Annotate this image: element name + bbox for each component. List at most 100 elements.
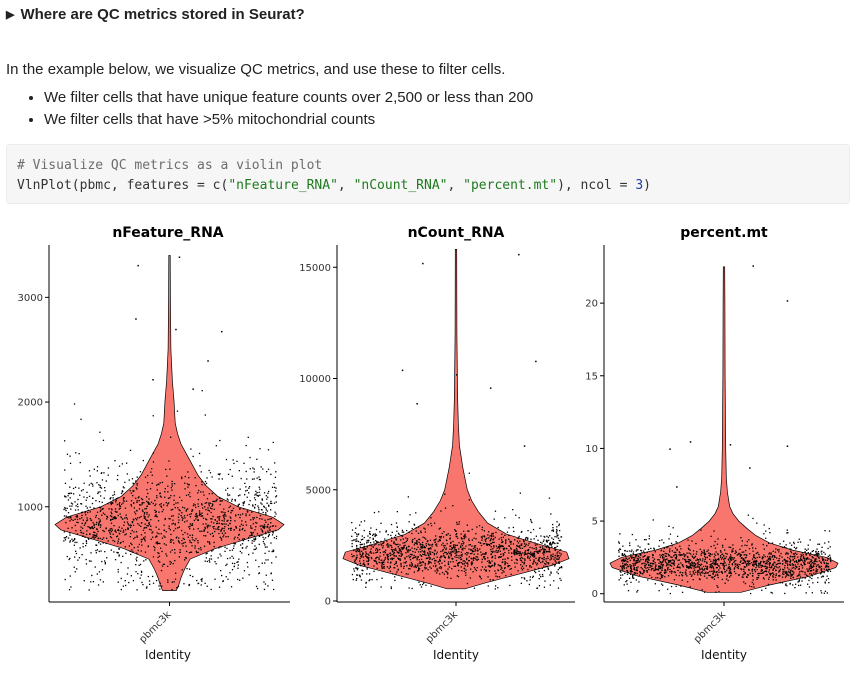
data-point (372, 533, 375, 535)
data-point (381, 566, 383, 568)
data-point (154, 499, 156, 502)
data-point (85, 505, 87, 507)
data-point (460, 537, 463, 539)
data-point (759, 564, 761, 566)
data-point (246, 489, 248, 491)
data-point (397, 552, 399, 554)
data-point (117, 542, 119, 544)
data-point (460, 554, 462, 556)
data-point (404, 562, 407, 564)
data-point (633, 567, 635, 569)
data-point (84, 521, 87, 524)
data-point (242, 540, 245, 542)
data-point (133, 507, 135, 509)
data-point (688, 544, 690, 547)
data-point (271, 534, 274, 536)
data-point (700, 564, 702, 567)
data-point (248, 574, 250, 576)
data-point (372, 538, 374, 540)
data-point (109, 515, 112, 517)
data-point (201, 503, 203, 505)
data-point (450, 554, 452, 556)
data-point (73, 403, 76, 405)
data-point (749, 572, 751, 575)
data-point (701, 550, 703, 553)
data-point (786, 529, 788, 531)
data-point (170, 436, 172, 438)
data-point (93, 523, 95, 526)
data-point (537, 559, 539, 562)
data-point (450, 545, 452, 547)
data-point (229, 549, 231, 552)
data-point (789, 572, 792, 574)
data-point (640, 566, 642, 569)
data-point (806, 549, 808, 551)
data-point (96, 535, 98, 537)
data-point (82, 546, 84, 548)
data-point (645, 567, 647, 569)
data-point (760, 572, 763, 574)
outlier-point (192, 388, 194, 390)
data-point (530, 551, 532, 553)
data-point (428, 551, 431, 553)
data-point (638, 581, 640, 583)
data-point (387, 534, 389, 536)
data-point (481, 561, 483, 563)
data-point (363, 563, 366, 566)
data-point (387, 553, 389, 556)
data-point (495, 575, 497, 577)
data-point (231, 569, 234, 571)
data-point (244, 494, 246, 496)
data-point (812, 550, 814, 552)
data-point (543, 539, 545, 541)
data-point (678, 554, 680, 556)
code-mid: ), ncol = (557, 178, 636, 193)
data-point (242, 527, 244, 530)
data-point (778, 571, 780, 573)
data-point (392, 573, 394, 575)
data-point (368, 573, 371, 575)
data-point (693, 562, 695, 564)
data-point (501, 567, 503, 569)
data-point (73, 544, 75, 546)
data-point (731, 549, 733, 551)
data-point (365, 555, 367, 557)
data-point (243, 570, 246, 572)
data-point (408, 546, 410, 548)
data-point (121, 503, 123, 505)
data-point (95, 500, 97, 502)
data-point (488, 562, 490, 564)
data-point (763, 571, 765, 573)
data-point (462, 547, 464, 549)
data-point (98, 501, 101, 503)
data-point (216, 498, 218, 500)
data-point (492, 548, 494, 550)
data-point (802, 560, 804, 562)
data-point (637, 559, 639, 561)
data-point (700, 571, 702, 574)
details-summary[interactable]: ▶ Where are QC metrics stored in Seurat? (6, 6, 305, 23)
data-point (439, 557, 441, 559)
data-point (689, 567, 691, 569)
data-point (353, 539, 355, 541)
data-point (826, 568, 828, 571)
data-point (738, 552, 740, 554)
data-point (422, 541, 424, 544)
data-point (480, 569, 482, 571)
data-point (425, 543, 427, 545)
data-point (793, 555, 795, 558)
data-point (618, 541, 620, 543)
data-point (215, 528, 217, 530)
data-point (423, 551, 425, 553)
data-point (784, 576, 787, 578)
data-point (75, 530, 77, 532)
data-point (792, 564, 794, 567)
data-point (662, 574, 664, 577)
data-point (118, 548, 120, 550)
data-point (815, 568, 817, 570)
code-string: "nCount_RNA" (353, 178, 448, 193)
data-point (817, 556, 820, 558)
data-point (763, 554, 765, 556)
data-point (824, 581, 826, 583)
data-point (111, 529, 113, 531)
